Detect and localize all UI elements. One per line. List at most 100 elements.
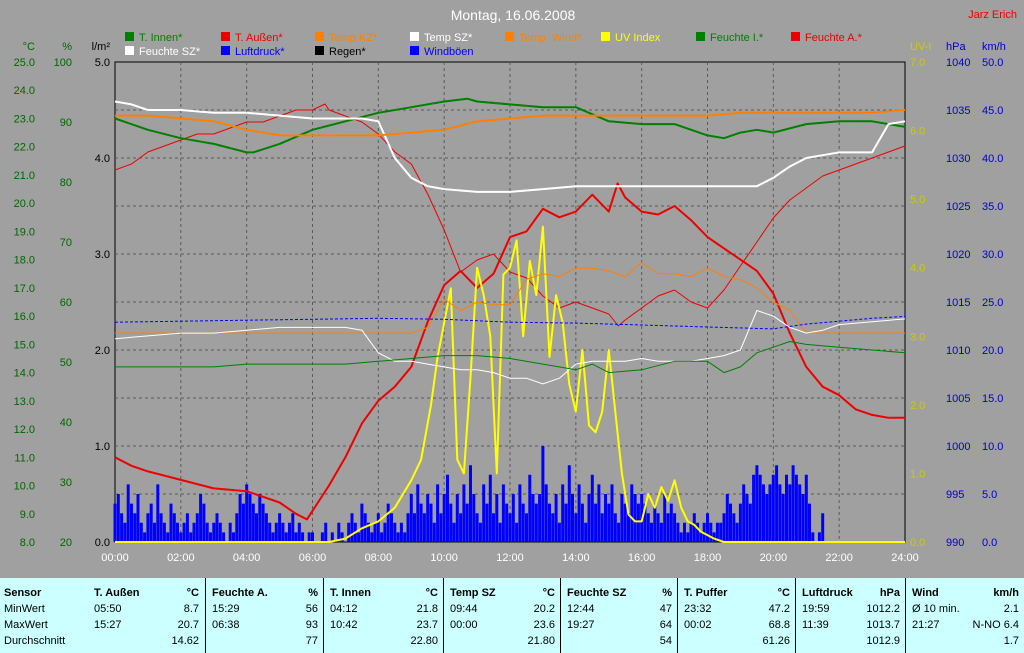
series-uv-index bbox=[115, 225, 905, 543]
stats-label-avg: Durchschnitt bbox=[4, 635, 66, 647]
series-feuchte-sz-bold bbox=[114, 100, 906, 193]
stats-label-min: MinWert bbox=[4, 603, 45, 615]
stats-min-time: 19:59 bbox=[802, 603, 830, 615]
stats-row: Wind km/h bbox=[910, 586, 1021, 601]
stats-min-value: 47 bbox=[659, 603, 672, 615]
tick-label: 3.0 bbox=[95, 249, 110, 261]
tick-label: 14.0 bbox=[14, 368, 35, 380]
stats-column-t-innen: T. Innen °C 04:12 21.8 10:42 23.7 22.80 bbox=[323, 578, 444, 653]
stats-row: 1.7 bbox=[910, 634, 1021, 649]
stats-row: T. Außen °C bbox=[92, 586, 201, 601]
stats-max-time: 15:27 bbox=[94, 619, 122, 631]
stats-row: 54 bbox=[565, 634, 674, 649]
stats-min-time: 12:44 bbox=[567, 603, 595, 615]
tick-label: 1025 bbox=[946, 201, 970, 213]
stats-average: 61.26 bbox=[762, 635, 790, 647]
tick-label: 1030 bbox=[946, 153, 970, 165]
stats-column-t-puffer: T. Puffer °C 23:32 47.2 00:02 68.8 61.26 bbox=[677, 578, 796, 653]
tick-label: 0.0 bbox=[982, 537, 997, 549]
stats-row: 00:00 23.6 bbox=[448, 618, 557, 633]
legend-entry: Temp. Wind* bbox=[519, 32, 582, 44]
stats-min-time: 04:12 bbox=[330, 603, 358, 615]
tick-label: 90 bbox=[60, 117, 72, 129]
series-temp-sz bbox=[114, 310, 906, 385]
series-feuchte-a bbox=[114, 103, 906, 327]
tick-label: 35.0 bbox=[982, 201, 1003, 213]
x-tick-label: 08:00 bbox=[365, 552, 393, 564]
stats-max-value: 1013.7 bbox=[866, 619, 900, 631]
author-label: Jarz Erich bbox=[968, 9, 1017, 21]
stats-row: 15:29 56 bbox=[210, 602, 320, 617]
stats-row: 12:44 47 bbox=[565, 602, 674, 617]
tick-label: 19.0 bbox=[14, 226, 35, 238]
x-tick-label: 18:00 bbox=[694, 552, 722, 564]
left-axes: °C 25.0 24.0 23.0 22.0 21.0 20.0 19.0 18.0 17.0 16… bbox=[14, 41, 111, 549]
legend-entry: Regen* bbox=[329, 46, 366, 58]
humidity-pct-axis-label: % bbox=[62, 41, 72, 53]
wind-kmh-axis-label: km/h bbox=[982, 41, 1006, 53]
pressure-hpa-axis-label: hPa bbox=[946, 41, 966, 53]
tick-label: 990 bbox=[946, 537, 964, 549]
stats-min-value: 8.7 bbox=[183, 603, 199, 615]
stats-column-t-au-en: T. Außen °C 05:50 8.7 15:27 20.7 14.62 bbox=[88, 578, 205, 653]
tick-label: 21.0 bbox=[14, 170, 35, 182]
tick-label: 1015 bbox=[946, 297, 970, 309]
stats-row: Luftdruck hPa bbox=[800, 586, 902, 601]
tick-label: 10.0 bbox=[982, 441, 1003, 453]
tick-label: 2.0 bbox=[910, 400, 925, 412]
stats-column-feuchte-a: Feuchte A.% 15:29 56 06:38 93 77 bbox=[205, 578, 324, 653]
tick-label: 24.0 bbox=[14, 85, 35, 97]
x-tick-label: 22:00 bbox=[825, 552, 853, 564]
legend-swatch bbox=[125, 46, 134, 55]
tick-label: 16.0 bbox=[14, 311, 35, 323]
legend-swatch bbox=[221, 46, 230, 55]
legend-swatch bbox=[315, 46, 324, 55]
stats-row: 23:32 47.2 bbox=[682, 602, 792, 617]
legend-swatch bbox=[221, 32, 230, 41]
stats-row: 22.80 bbox=[328, 634, 440, 649]
wind-gust-bars bbox=[113, 446, 825, 542]
stats-unit: °C bbox=[542, 587, 555, 599]
tick-label: 40 bbox=[60, 417, 72, 429]
tick-label: 2.0 bbox=[95, 345, 110, 357]
tick-label: 20 bbox=[60, 537, 72, 549]
series-t-innen bbox=[114, 97, 906, 154]
stats-row: 21.80 bbox=[448, 634, 557, 649]
stats-sensor-name: Feuchte A. bbox=[212, 587, 268, 599]
tick-label: 30 bbox=[60, 477, 72, 489]
stats-row: 21:27 N-NO 6.4 bbox=[910, 618, 1021, 633]
stats-min-time: 23:32 bbox=[684, 603, 712, 615]
stats-min-time: 15:29 bbox=[212, 603, 240, 615]
stats-min-time: Ø 10 min. bbox=[912, 603, 960, 615]
legend-entry: Feuchte SZ* bbox=[139, 46, 201, 58]
stats-unit: °C bbox=[186, 587, 199, 599]
legend-entry: Feuchte A.* bbox=[805, 32, 863, 44]
series-t-aussen bbox=[114, 182, 905, 521]
legend-entry: Luftdruck* bbox=[235, 46, 285, 58]
stats-row: 19:59 1012.2 bbox=[800, 602, 902, 617]
tick-label: 20.0 bbox=[14, 198, 35, 210]
tick-label: 4.0 bbox=[910, 263, 925, 275]
tick-label: 80 bbox=[60, 177, 72, 189]
stats-max-value: 93 bbox=[305, 619, 318, 631]
stats-max-value: 64 bbox=[659, 619, 672, 631]
tick-label: 6.0 bbox=[910, 126, 925, 138]
stats-sensor-name: T. Außen bbox=[94, 587, 140, 599]
series-feuchte-i bbox=[115, 341, 906, 374]
stats-row: Temp SZ °C bbox=[448, 586, 557, 601]
tick-label: 25.0 bbox=[14, 57, 35, 69]
tick-label: 11.0 bbox=[14, 452, 35, 464]
temp-c-axis-label: °C bbox=[23, 41, 35, 53]
legend-entry: Windböen bbox=[424, 46, 474, 58]
stats-min-value: 56 bbox=[305, 603, 318, 615]
stats-max-value: 23.7 bbox=[416, 619, 438, 631]
stats-row: 77 bbox=[210, 634, 320, 649]
stats-average: 21.80 bbox=[527, 635, 555, 647]
series-lines bbox=[114, 97, 906, 543]
legend-swatch bbox=[410, 32, 419, 41]
stats-sensor-name: T. Innen bbox=[330, 587, 371, 599]
stats-max-time: 21:27 bbox=[912, 619, 940, 631]
stats-max-value: 23.6 bbox=[533, 619, 555, 631]
stats-min-time: 05:50 bbox=[94, 603, 122, 615]
stats-column-luftdruck: Luftdruck hPa 19:59 1012.2 11:39 1013.7 1012.9 bbox=[795, 578, 906, 653]
